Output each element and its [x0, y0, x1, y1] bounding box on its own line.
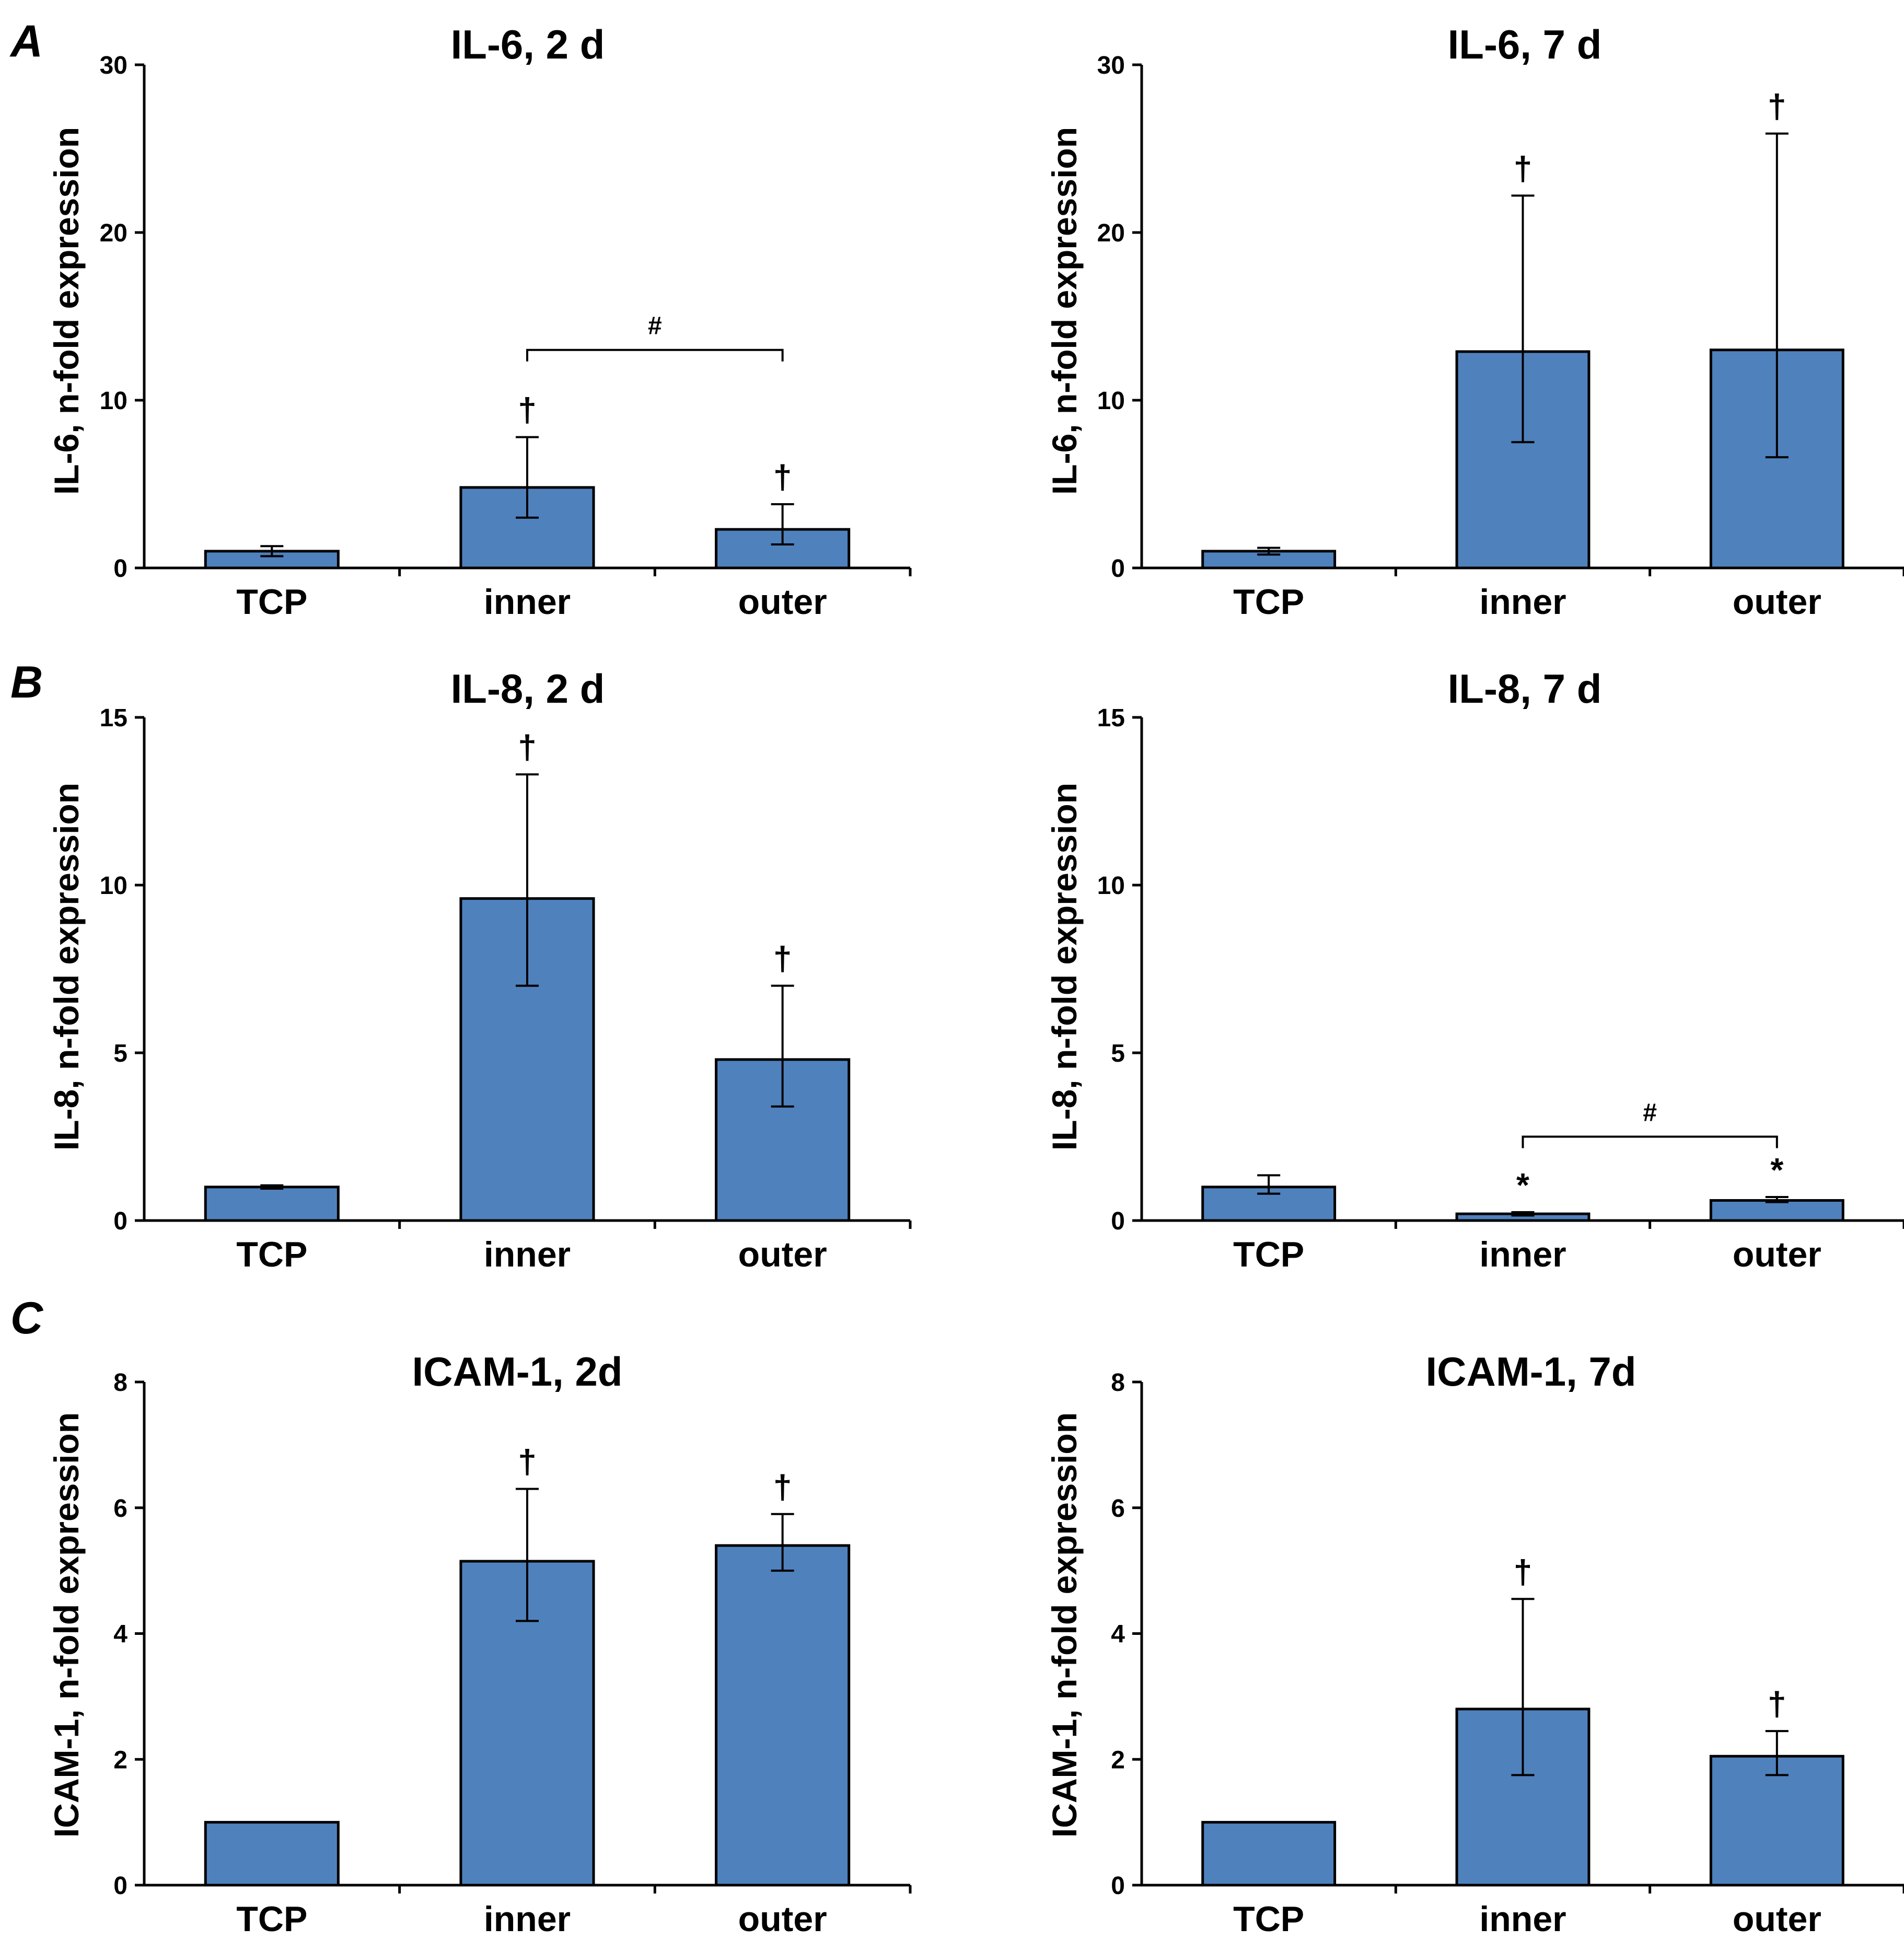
significance-marker: * — [1770, 1151, 1783, 1189]
chart-title: IL-8, 2 d — [451, 666, 605, 712]
bar-TCP — [1201, 1821, 1337, 1887]
significance-marker: * — [1516, 1166, 1529, 1204]
category-label-inner: inner — [484, 582, 571, 622]
category-label-outer: outer — [738, 1235, 827, 1274]
y-tick-label: 10 — [100, 387, 127, 415]
bar-outer — [715, 1544, 851, 1887]
y-tick-label: 10 — [1097, 872, 1125, 900]
y-tick-label: 8 — [113, 1369, 127, 1397]
category-label-TCP: TCP — [1233, 582, 1304, 622]
y-axis-label: IL-6, n-fold expression — [1045, 127, 1084, 495]
bar-TCP — [204, 1821, 340, 1887]
category-label-TCP: TCP — [236, 1235, 307, 1274]
y-tick-label: 0 — [113, 555, 127, 583]
category-label-TCP: TCP — [1233, 1899, 1304, 1939]
category-label-inner: inner — [1479, 1235, 1566, 1274]
comparison-bracket — [1522, 1135, 1778, 1148]
panel-letter-b: B — [10, 657, 43, 707]
bar-TCP — [204, 1186, 340, 1222]
significance-marker: † — [1514, 1553, 1533, 1590]
y-tick-label: 0 — [1111, 1207, 1125, 1235]
comparison-label: # — [648, 312, 662, 340]
comparison-bracket — [526, 348, 784, 362]
y-tick-label: 5 — [1111, 1040, 1125, 1067]
y-tick-label: 0 — [1111, 1872, 1125, 1900]
chart-icam1-7d: ICAM-1, 7d ICAM-1, n-fold expression 0 2 4 6 8… — [1045, 1349, 1904, 1939]
chart-title: IL-6, 7 d — [1448, 21, 1602, 67]
significance-marker: † — [773, 940, 792, 978]
y-tick-label: 5 — [113, 1040, 127, 1067]
y-axis-label: ICAM-1, n-fold expression — [1045, 1412, 1084, 1838]
y-tick-label: 0 — [113, 1207, 127, 1235]
significance-marker: † — [518, 391, 537, 429]
y-tick-label: 4 — [1111, 1621, 1125, 1648]
y-axis-label: IL-8, n-fold expression — [47, 783, 86, 1151]
category-label-inner: inner — [1479, 582, 1566, 622]
y-tick-label: 15 — [1097, 704, 1125, 732]
y-axis-label: ICAM-1, n-fold expression — [47, 1412, 86, 1838]
significance-marker: † — [1514, 149, 1533, 187]
chart-title: ICAM-1, 2d — [412, 1349, 622, 1395]
category-label-outer: outer — [1733, 1235, 1821, 1274]
chart-title: ICAM-1, 7d — [1425, 1349, 1636, 1395]
significance-marker: † — [518, 1443, 537, 1481]
chart-title: IL-6, 2 d — [451, 21, 605, 67]
y-tick-label: 15 — [100, 704, 127, 732]
y-tick-label: 10 — [100, 872, 127, 900]
chart-title: IL-8, 7 d — [1448, 666, 1602, 712]
chart-il6-7d: IL-6, 7 d IL-6, n-fold expression 0 10 20 30 T… — [1045, 21, 1904, 622]
y-tick-label: 6 — [1111, 1495, 1125, 1523]
y-tick-label: 30 — [1097, 52, 1125, 79]
y-tick-label: 20 — [1097, 219, 1125, 247]
chart-icam1-2d: ICAM-1, 2d ICAM-1, n-fold expression 0 2 4 6 8… — [47, 1349, 912, 1939]
significance-marker: † — [773, 1468, 792, 1506]
panel-letter-a: A — [9, 16, 43, 66]
panel-letter-c: C — [10, 1293, 44, 1343]
category-label-TCP: TCP — [236, 1899, 307, 1939]
significance-marker: † — [1768, 88, 1786, 125]
y-tick-label: 30 — [100, 52, 127, 79]
y-tick-label: 8 — [1111, 1369, 1125, 1397]
significance-marker: † — [518, 728, 537, 766]
y-tick-label: 0 — [113, 1872, 127, 1900]
category-label-outer: outer — [1733, 582, 1821, 622]
y-tick-label: 2 — [1111, 1746, 1125, 1774]
significance-marker: † — [773, 458, 792, 496]
bar-outer — [1709, 1199, 1844, 1222]
y-axis-label: IL-6, n-fold expression — [47, 127, 86, 495]
y-tick-label: 6 — [113, 1495, 127, 1523]
y-tick-label: 0 — [1111, 555, 1125, 583]
category-label-inner: inner — [484, 1235, 571, 1274]
significance-marker: † — [1768, 1685, 1786, 1723]
y-axis-label: IL-8, n-fold expression — [1045, 783, 1084, 1151]
category-label-outer: outer — [738, 1899, 827, 1939]
category-label-TCP: TCP — [1233, 1235, 1304, 1274]
chart-il8-2d: IL-8, 2 d IL-8, n-fold expression 0 5 10 15 TC… — [47, 666, 912, 1274]
y-tick-label: 2 — [113, 1746, 127, 1774]
y-tick-label: 10 — [1097, 387, 1125, 415]
comparison-label: # — [1643, 1099, 1657, 1127]
y-tick-label: 4 — [113, 1621, 127, 1648]
category-label-inner: inner — [1479, 1899, 1566, 1939]
y-tick-label: 20 — [100, 219, 127, 247]
category-label-TCP: TCP — [236, 582, 307, 622]
category-label-inner: inner — [484, 1899, 571, 1939]
category-label-outer: outer — [1733, 1899, 1821, 1939]
chart-il6-2d: IL-6, 2 d IL-6, n-fold expression 0 10 20 30 T… — [47, 21, 912, 622]
category-label-outer: outer — [738, 582, 827, 622]
chart-il8-7d: IL-8, 7 d IL-8, n-fold expression 0 5 10 15 TC… — [1045, 666, 1904, 1274]
